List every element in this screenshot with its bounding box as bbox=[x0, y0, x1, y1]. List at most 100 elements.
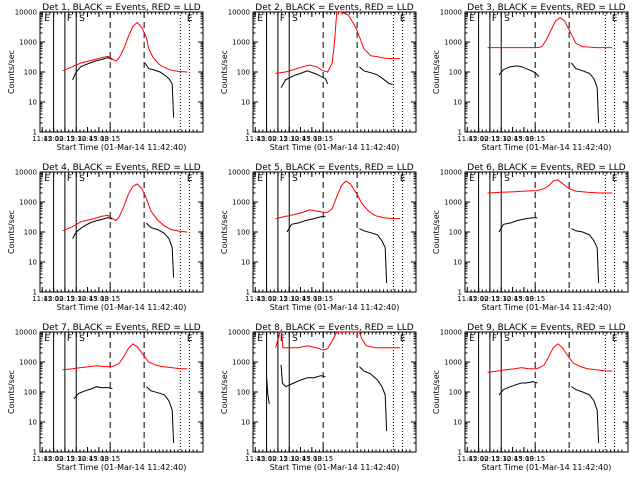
events-series-line bbox=[280, 364, 326, 388]
x-tick-label: 13:15 bbox=[100, 455, 120, 463]
lld-series-line bbox=[275, 12, 401, 74]
x-tick-label: 12:30 bbox=[279, 455, 299, 463]
x-tick-label: 12:00 bbox=[43, 135, 63, 143]
x-tick-label: 12:15 bbox=[55, 455, 75, 463]
interval-marker: E bbox=[44, 14, 50, 24]
x-tick-label: 12:45 bbox=[290, 135, 310, 143]
y-tick-label: 1000 bbox=[444, 39, 462, 47]
y-axis-label: Counts/sec bbox=[220, 370, 229, 414]
y-tick-label: 1000 bbox=[232, 39, 250, 47]
interval-marker: E bbox=[400, 14, 406, 24]
y-tick-label: 1 bbox=[246, 449, 250, 457]
x-tick-label: 11:45 bbox=[32, 135, 52, 143]
y-tick-label: 1 bbox=[458, 449, 462, 457]
x-tick-label: 12:30 bbox=[491, 295, 511, 303]
x-tick-label: 12:15 bbox=[55, 295, 75, 303]
y-axis-label: Counts/sec bbox=[7, 50, 16, 94]
interval-marker: F bbox=[492, 174, 497, 184]
y-tick-label: 100 bbox=[24, 389, 37, 397]
interval-marker: E bbox=[612, 14, 618, 24]
interval-marker: S bbox=[292, 14, 298, 24]
x-tick-label: 13:15 bbox=[313, 455, 333, 463]
interval-marker: E bbox=[257, 14, 263, 24]
y-tick-label: 10000 bbox=[228, 169, 250, 177]
x-tick-label: 12:00 bbox=[43, 455, 63, 463]
events-series-line bbox=[359, 66, 393, 86]
interval-marker: E bbox=[612, 334, 618, 344]
interval-marker: F bbox=[67, 334, 72, 344]
x-tick-label: 11:45 bbox=[457, 455, 477, 463]
events-series-line bbox=[286, 215, 326, 233]
interval-marker: E bbox=[612, 174, 618, 184]
x-tick-label: 13:00 bbox=[302, 135, 322, 143]
y-tick-label: 100 bbox=[237, 69, 250, 77]
y-tick-label: 10 bbox=[241, 419, 250, 427]
y-tick-label: 10 bbox=[453, 259, 462, 267]
x-tick-label: 12:00 bbox=[256, 295, 276, 303]
y-axis-label: Counts/sec bbox=[432, 50, 441, 94]
x-tick-label: 13:00 bbox=[89, 135, 109, 143]
x-tick-label: 11:45 bbox=[457, 295, 477, 303]
x-tick-label: 12:15 bbox=[268, 135, 288, 143]
panel-title: Det 6, BLACK = Events, RED = LLD bbox=[467, 163, 626, 173]
interval-marker: E bbox=[469, 334, 475, 344]
y-tick-label: 10000 bbox=[15, 329, 37, 337]
x-tick-label: 12:45 bbox=[77, 135, 97, 143]
y-axis-label: Counts/sec bbox=[432, 210, 441, 254]
y-tick-label: 1000 bbox=[19, 39, 37, 47]
lld-series-line bbox=[487, 179, 613, 194]
y-tick-label: 10000 bbox=[228, 9, 250, 17]
x-tick-label: 12:45 bbox=[502, 295, 522, 303]
x-tick-label: 12:45 bbox=[290, 295, 310, 303]
events-series-line bbox=[72, 217, 113, 239]
x-tick-label: 12:30 bbox=[491, 455, 511, 463]
y-tick-label: 10 bbox=[28, 419, 37, 427]
x-tick-label: 12:00 bbox=[256, 455, 276, 463]
x-tick-label: 12:30 bbox=[66, 135, 86, 143]
y-tick-label: 10000 bbox=[440, 169, 462, 177]
y-tick-label: 100 bbox=[237, 389, 250, 397]
y-tick-label: 10000 bbox=[228, 329, 250, 337]
x-tick-label: 13:00 bbox=[89, 455, 109, 463]
x-tick-label: 12:45 bbox=[77, 455, 97, 463]
y-tick-label: 100 bbox=[449, 229, 462, 237]
interval-marker: F bbox=[67, 174, 72, 184]
y-tick-label: 10000 bbox=[15, 9, 37, 17]
x-tick-label: 13:15 bbox=[100, 135, 120, 143]
x-tick-label: 12:15 bbox=[268, 455, 288, 463]
interval-marker: S bbox=[292, 174, 298, 184]
interval-marker: E bbox=[469, 14, 475, 24]
events-series-line bbox=[498, 217, 538, 233]
interval-marker: E bbox=[257, 174, 263, 184]
events-series-line bbox=[144, 62, 175, 118]
panel-title: Det 3, BLACK = Events, RED = LLD bbox=[467, 3, 626, 13]
x-tick-label: 13:00 bbox=[89, 295, 109, 303]
events-series-line bbox=[146, 222, 175, 278]
y-tick-label: 1 bbox=[246, 129, 250, 137]
x-tick-label: 13:15 bbox=[525, 295, 545, 303]
y-axis-label: Counts/sec bbox=[220, 210, 229, 254]
events-series-line bbox=[359, 366, 388, 432]
y-tick-label: 100 bbox=[449, 69, 462, 77]
panel-title: Det 5, BLACK = Events, RED = LLD bbox=[255, 163, 414, 173]
y-tick-label: 1 bbox=[33, 449, 37, 457]
y-axis-label: Counts/sec bbox=[220, 50, 229, 94]
y-tick-label: 10 bbox=[453, 419, 462, 427]
events-series-line bbox=[73, 386, 113, 400]
interval-marker: S bbox=[79, 334, 85, 344]
x-tick-label: 11:45 bbox=[32, 455, 52, 463]
lld-series-line bbox=[275, 332, 401, 351]
y-tick-label: 1000 bbox=[444, 359, 462, 367]
x-axis-label: Start Time (01-Mar-14 11:42:40) bbox=[482, 143, 612, 152]
interval-marker: E bbox=[187, 174, 193, 184]
x-tick-label: 13:00 bbox=[514, 135, 534, 143]
x-tick-label: 12:15 bbox=[480, 135, 500, 143]
x-axis-label: Start Time (01-Mar-14 11:42:40) bbox=[270, 303, 400, 312]
interval-marker: F bbox=[492, 334, 497, 344]
y-tick-label: 10 bbox=[241, 99, 250, 107]
y-tick-label: 100 bbox=[237, 229, 250, 237]
events-series-line bbox=[571, 62, 600, 124]
